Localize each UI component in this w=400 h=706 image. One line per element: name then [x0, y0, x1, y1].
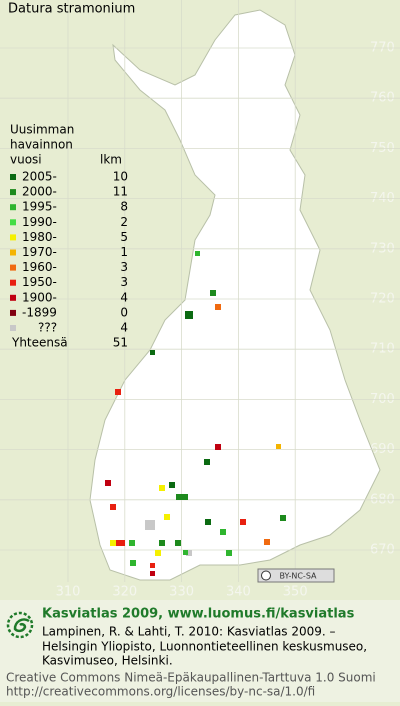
legend-swatch — [10, 325, 16, 331]
legend-swatch — [10, 249, 16, 256]
x-grid-label: 310 — [56, 585, 81, 600]
legend-label: 1900- — [22, 290, 57, 304]
legend-swatch — [10, 294, 16, 301]
record-dot — [145, 520, 155, 530]
record-dot — [215, 444, 221, 450]
record-dot — [159, 540, 165, 546]
record-dot — [204, 459, 210, 465]
record-dot — [130, 560, 136, 566]
legend-heading: Uusimman — [10, 123, 74, 137]
record-dot — [150, 350, 155, 355]
legend-count: 3 — [120, 260, 128, 274]
legend-count: 0 — [120, 305, 128, 319]
record-dot — [240, 519, 246, 525]
record-dot — [110, 540, 116, 546]
citation-line: Helsingin Yliopisto, Luonnontieteellinen… — [42, 640, 367, 654]
record-dot — [220, 529, 226, 535]
footer-bg — [0, 600, 400, 702]
legend-label: 1950- — [22, 275, 57, 289]
legend-label: 1995- — [22, 200, 57, 214]
legend-swatch — [10, 189, 16, 196]
license-badge: BY-NC-SA — [257, 568, 335, 583]
legend-swatch — [10, 279, 16, 286]
legend-label: 1990- — [22, 215, 57, 229]
brand: Kasviatlas 2009, www.luomus.fi/kasviatla… — [42, 607, 355, 622]
record-dot — [150, 563, 155, 568]
legend-swatch — [10, 204, 16, 211]
legend-count: 4 — [120, 290, 128, 304]
x-grid-label: 340 — [226, 585, 251, 600]
species-title: Datura stramonium — [8, 2, 135, 17]
license-line: Creative Commons Nimeä-Epäkaupallinen-Ta… — [6, 671, 376, 685]
record-dot — [159, 485, 165, 491]
record-dot — [115, 389, 121, 395]
record-dot — [195, 251, 200, 256]
record-dot — [186, 550, 192, 556]
citation-line: Kasvimuseo, Helsinki. — [42, 654, 173, 668]
legend-label: 1960- — [22, 260, 57, 274]
legend-swatch — [10, 309, 16, 316]
legend-total-label: Yhteensä — [11, 336, 68, 350]
legend-count: 11 — [113, 185, 128, 199]
record-dot — [226, 550, 232, 556]
record-dot — [105, 480, 111, 486]
legend-swatch — [10, 234, 16, 241]
grid-overlay — [0, 0, 400, 582]
record-dot — [164, 514, 170, 520]
legend-swatch — [10, 174, 16, 180]
legend-swatch — [10, 264, 16, 271]
record-dot — [264, 539, 270, 545]
record-dot — [183, 550, 188, 555]
legend-label: -1899 — [22, 305, 57, 319]
record-dot — [129, 540, 135, 546]
legend-label: ??? — [38, 321, 57, 335]
legend-count-header: lkm — [100, 153, 122, 167]
legend-year-header: vuosi — [10, 153, 42, 167]
record-dot — [176, 494, 188, 500]
legend-label: 1970- — [22, 245, 57, 259]
record-dots — [105, 251, 286, 576]
record-dot — [280, 515, 286, 521]
legend-count: 3 — [120, 275, 128, 289]
legend-count: 5 — [120, 230, 128, 244]
record-dot — [155, 550, 161, 556]
record-dot — [169, 482, 175, 488]
x-grid-label: 320 — [112, 585, 137, 600]
record-dot — [116, 540, 125, 546]
legend-swatch — [10, 219, 16, 226]
finland-outline — [89, 9, 381, 581]
legend-label: 2000- — [22, 185, 57, 199]
license-line: http://creativecommons.org/licenses/by-n… — [6, 685, 315, 699]
record-dot — [175, 540, 181, 546]
badge-label: BY-NC-SA — [279, 572, 317, 581]
record-dot — [205, 519, 211, 525]
legend-heading: havainnon — [10, 138, 73, 152]
record-dot — [276, 444, 281, 449]
legend-count: 4 — [120, 321, 128, 335]
legend-total: 51 — [113, 336, 128, 350]
record-dot — [210, 290, 216, 296]
record-dot — [185, 311, 193, 319]
legend-count: 2 — [120, 215, 128, 229]
record-dot — [215, 304, 221, 310]
legend-label: 1980- — [22, 230, 57, 244]
legend-label: 2005- — [22, 170, 57, 184]
logo — [6, 611, 34, 639]
x-grid-label: 330 — [169, 585, 194, 600]
x-grid-label: 350 — [283, 585, 308, 600]
record-dot — [150, 571, 155, 576]
citation-line: Lampinen, R. & Lahti, T. 2010: Kasviatla… — [42, 625, 336, 639]
legend-count: 8 — [120, 200, 128, 214]
legend-count: 1 — [120, 245, 128, 259]
legend-count: 10 — [113, 170, 128, 184]
record-dot — [110, 504, 116, 510]
